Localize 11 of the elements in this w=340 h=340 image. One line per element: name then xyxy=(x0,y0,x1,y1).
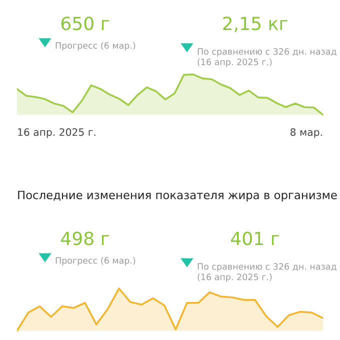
text: 2,15 кг xyxy=(223,16,288,32)
text: По сравнению с 326 дн. назад (16 апр. 2025 г.) xyxy=(198,263,336,282)
text: 650 г xyxy=(61,16,109,30)
text: 498 г xyxy=(61,232,109,246)
text: 401 г xyxy=(231,232,279,246)
text: Прогресс (6 мар.) xyxy=(56,42,136,50)
text: По сравнению с 326 дн. назад (16 апр. 2025 г.) xyxy=(198,48,336,67)
chart-title: Последние изменения показателя жира в организме xyxy=(18,190,337,202)
text: 16 апр. 2025 г. xyxy=(18,128,96,138)
text: Прогресс (6 мар.) xyxy=(56,257,136,266)
text: 8 мар. xyxy=(290,128,322,138)
